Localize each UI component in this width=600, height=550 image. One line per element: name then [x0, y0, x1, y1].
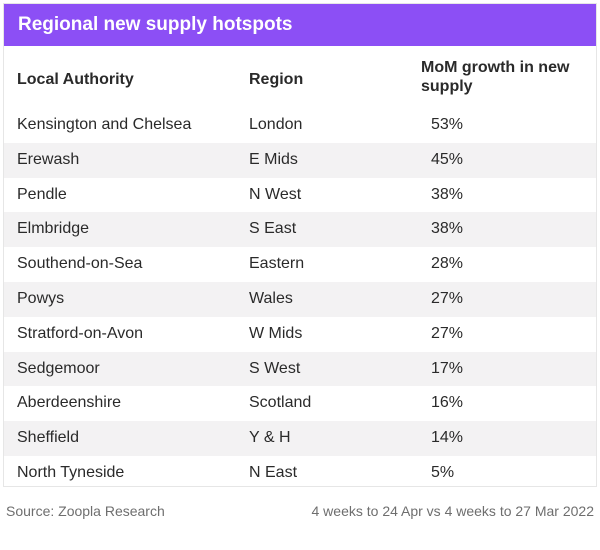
cell-growth: 27% — [431, 289, 464, 307]
cell-growth: 28% — [431, 255, 464, 273]
cell-growth: 38% — [431, 220, 464, 238]
cell-growth: 38% — [431, 185, 464, 203]
cell-region: Eastern — [249, 255, 305, 273]
table-row: Aberdeenshire Scotland 16% — [4, 386, 596, 421]
column-header-growth-line1: MoM growth in new — [421, 59, 570, 76]
table-row: Erewash E Mids 45% — [4, 142, 596, 178]
cell-growth: 16% — [431, 394, 464, 412]
table-header: Local Authority Region MoM growth in new… — [4, 46, 596, 111]
table-row: Sedgemoor S West 17% — [4, 351, 596, 387]
cell-growth: 17% — [431, 359, 464, 377]
cell-local-authority: Stratford-on-Avon — [17, 324, 143, 342]
cell-local-authority: Pendle — [17, 185, 67, 203]
cell-local-authority: Sedgemoor — [17, 359, 100, 377]
cell-local-authority: North Tyneside — [17, 463, 125, 481]
cell-region: S West — [249, 359, 301, 377]
cell-local-authority: Aberdeenshire — [17, 394, 122, 412]
table-row: Kensington and Chelsea London 53% — [4, 108, 596, 143]
table-row: Pendle N West 38% — [4, 178, 596, 213]
cell-region: Scotland — [249, 394, 312, 412]
cell-region: N East — [249, 463, 298, 481]
table-row: Stratford-on-Avon W Mids 27% — [4, 317, 596, 352]
cell-region: Wales — [249, 289, 293, 307]
cell-local-authority: Powys — [17, 289, 65, 307]
cell-region: London — [249, 116, 303, 133]
cell-region: S East — [249, 220, 297, 238]
table-row: Powys Wales 27% — [4, 281, 596, 317]
cell-local-authority: Southend-on-Sea — [17, 255, 143, 273]
cell-region: Y & H — [249, 429, 291, 447]
cell-growth: 14% — [431, 429, 464, 447]
cell-growth: 5% — [431, 463, 455, 481]
cell-local-authority: Erewash — [17, 150, 80, 168]
cell-growth: 45% — [431, 150, 464, 168]
cell-region: W Mids — [249, 324, 303, 342]
cell-growth: 53% — [431, 116, 464, 133]
column-header-growth: MoM growth in new supply — [421, 58, 591, 96]
table-card: Regional new supply hotspots Local Autho… — [3, 3, 597, 487]
cell-region: N West — [249, 185, 302, 203]
table-title: Regional new supply hotspots — [4, 4, 596, 46]
column-header-growth-line2: supply — [421, 78, 473, 95]
cell-local-authority: Elmbridge — [17, 220, 90, 238]
cell-growth: 27% — [431, 324, 464, 342]
table-body: Kensington and Chelsea London 53% Erewash E … — [4, 108, 596, 491]
cell-region: E Mids — [249, 150, 298, 168]
table-row: Elmbridge S East 38% — [4, 212, 596, 248]
column-header-local-authority: Local Authority — [17, 71, 134, 88]
period-note: 4 weeks to 24 Apr vs 4 weeks to 27 Mar 2… — [311, 503, 595, 519]
table-row: Sheffield Y & H 14% — [4, 421, 596, 456]
cell-local-authority: Kensington and Chelsea — [17, 116, 192, 133]
table-row: Southend-on-Sea Eastern 28% — [4, 247, 596, 282]
source-note: Source: Zoopla Research — [6, 503, 165, 519]
table-footer: Source: Zoopla Research 4 weeks to 24 Ap… — [0, 500, 600, 524]
table-row: North Tyneside N East 5% — [4, 456, 596, 491]
cell-local-authority: Sheffield — [17, 429, 79, 447]
column-header-region: Region — [249, 71, 304, 88]
